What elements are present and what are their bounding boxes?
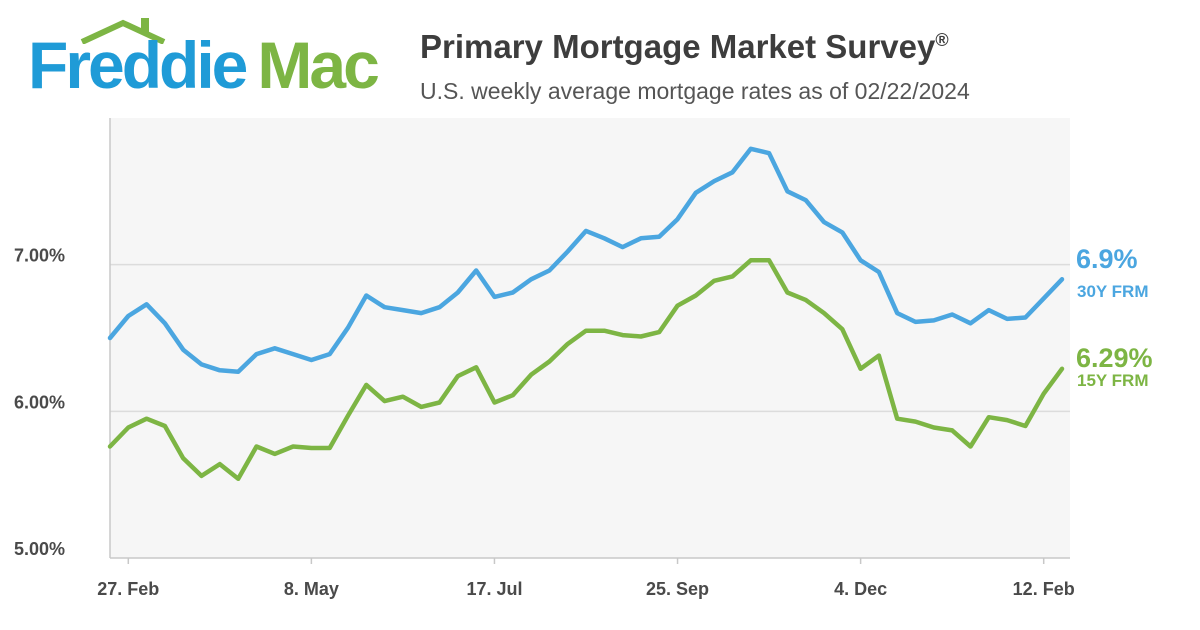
- chart-title-text: Primary Mortgage Market Survey: [420, 28, 936, 65]
- series-end-label: 30Y FRM: [1077, 282, 1149, 301]
- x-tick-label: 17. Jul: [466, 579, 522, 599]
- series-lines: [107, 146, 1065, 482]
- logo-wordmark: Freddie Mac: [28, 32, 380, 98]
- y-tick-label: 7.00%: [14, 246, 65, 266]
- x-tick-label: 25. Sep: [646, 579, 709, 599]
- logo-word-freddie: Freddie: [28, 28, 248, 102]
- series-end-value: 6.9%: [1076, 244, 1138, 274]
- x-axis-ticks: 27. Feb 8. May 17. Jul 25. Sep 4. Dec 12. Feb: [97, 558, 1075, 599]
- registered-mark: ®: [935, 30, 949, 50]
- chart-subtitle: U.S. weekly average mortgage rates as of…: [420, 78, 970, 104]
- series-end-label: 15Y FRM: [1077, 371, 1149, 390]
- freddie-mac-logo: Freddie Mac: [28, 18, 383, 108]
- x-tick-label: 27. Feb: [97, 579, 159, 599]
- logo-word-mac: Mac: [257, 28, 379, 102]
- y-axis-ticks: 5.00% 6.00% 7.00%: [14, 246, 65, 559]
- series-line-30y-frm: [107, 146, 1065, 374]
- grid-lines: [110, 263, 1070, 413]
- x-tick-label: 8. May: [284, 579, 339, 599]
- x-tick-label: 4. Dec: [834, 579, 887, 599]
- series-end-value: 6.29%: [1076, 343, 1153, 373]
- plot-area: [110, 118, 1070, 558]
- chart-title: Primary Mortgage Market Survey®: [420, 28, 949, 66]
- series-line-15y-frm: [107, 258, 1065, 482]
- y-tick-label: 5.00%: [14, 539, 65, 559]
- house-roof-icon: [80, 18, 166, 44]
- y-tick-label: 6.00%: [14, 392, 65, 412]
- end-labels: 6.9% 30Y FRM 6.29%15Y FRM: [1076, 244, 1153, 390]
- x-tick-label: 12. Feb: [1013, 579, 1075, 599]
